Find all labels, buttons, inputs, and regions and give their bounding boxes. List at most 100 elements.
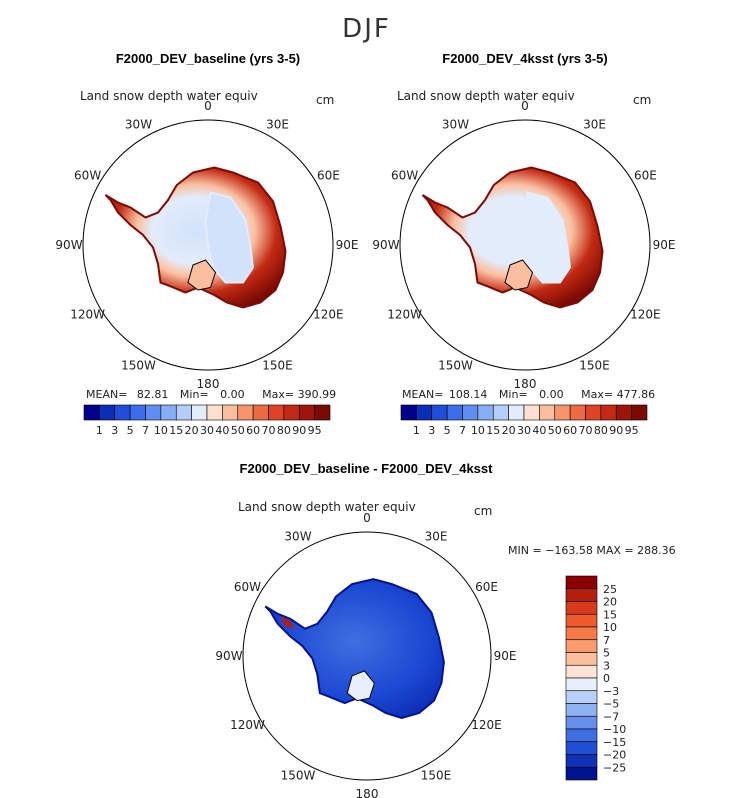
panel3-colorbar-tick: 15 xyxy=(603,608,617,621)
panel2-lon-label: 180 xyxy=(514,377,537,391)
panel3-colorbar-tick: 10 xyxy=(603,621,617,634)
season-title: DJF xyxy=(342,14,391,44)
panel1-colorbar-swatch xyxy=(191,404,208,421)
panel1-min-label: Min= xyxy=(179,388,209,401)
panel1-colorbar-swatch xyxy=(145,404,162,421)
panel3-lon-label: 90E xyxy=(494,649,517,663)
panel2-colorbar-tick: 5 xyxy=(444,424,451,437)
panel3-colorbar-tick: −10 xyxy=(603,723,626,736)
panel1-lon-label: 120E xyxy=(313,308,344,322)
panel1-colorbar-tick: 20 xyxy=(185,424,199,437)
panel2-colorbar-swatch xyxy=(416,404,433,421)
panel1-ice-shelf xyxy=(187,259,217,291)
panel1-colorbar-tick: 15 xyxy=(169,424,183,437)
panel3-lon-label: 90W xyxy=(215,649,242,663)
panel3-colorbar-tick: 7 xyxy=(603,634,610,647)
panel2-colorbar-swatch xyxy=(462,404,479,421)
panel1-interior-field xyxy=(204,191,255,284)
panel2-colorbar-tick: 60 xyxy=(563,424,577,437)
panel3-colorbar-tick: 5 xyxy=(603,647,610,660)
panel2-colorbar-swatch xyxy=(477,404,494,421)
panel2-colorbar-tick: 80 xyxy=(594,424,608,437)
panel2-colorbar-tick: 20 xyxy=(502,424,516,437)
panel3-colorbar-swatch xyxy=(565,741,598,755)
panel1-colorbar-swatch xyxy=(206,404,223,421)
panel3-units: cm xyxy=(474,504,493,518)
panel1-mean-label: MEAN= xyxy=(86,388,128,401)
panel1-colorbar-swatch xyxy=(314,404,331,421)
panel2-colorbar-swatch xyxy=(523,404,540,421)
panel2-colorbar-swatch xyxy=(431,404,448,421)
panel3-colorbar-swatch xyxy=(565,690,598,704)
panel3-lon-label: 150E xyxy=(421,769,452,783)
panel3-colorbar-swatch xyxy=(565,639,598,653)
panel1-lon-label: 60W xyxy=(74,169,101,183)
panel2-colorbar-swatch xyxy=(508,404,525,421)
panel2-colorbar-tick: 95 xyxy=(625,424,639,437)
panel1-stats: MEAN= 82.81 Min= 0.00 Max= 390.99 xyxy=(86,388,336,401)
panel3-colorbar-swatch xyxy=(565,766,598,781)
panel2-lon-label: 90W xyxy=(372,238,399,252)
panel1-max: 390.99 xyxy=(297,388,337,401)
panel1-colorbar-tick: 80 xyxy=(277,424,291,437)
panel2-colorbar-tick: 50 xyxy=(548,424,562,437)
panel2-colorbar-tick: 10 xyxy=(471,424,485,437)
panel2-lon-label: 120E xyxy=(630,308,661,322)
panel3-colorbar-swatch xyxy=(565,728,598,743)
panel2-units: cm xyxy=(633,93,652,107)
panel2-colorbar-swatch xyxy=(446,404,463,421)
panel1-colorbar-tick: 10 xyxy=(154,424,168,437)
panel3-stats: MIN = −163.58 MAX = 288.36 xyxy=(508,544,676,557)
panel3-peninsula-positive xyxy=(280,616,296,629)
panel2-min-label: Min= xyxy=(498,388,528,401)
panel1-colorbar-swatch xyxy=(252,404,269,421)
panel3-colorbar-tick: −5 xyxy=(603,698,619,711)
panel1-colorbar-tick: 5 xyxy=(127,424,134,437)
panel1-colorbar-tick: 50 xyxy=(231,424,245,437)
panel3-colorbar-tick: −7 xyxy=(603,710,619,723)
panel2-title: F2000_DEV_4ksst (yrs 3-5) xyxy=(442,51,608,66)
panel3-title: F2000_DEV_baseline - F2000_DEV_4ksst xyxy=(239,461,493,476)
panel1-colorbar-tick: 90 xyxy=(292,424,306,437)
panel3-colorbar-swatch xyxy=(565,754,598,768)
panel2-colorbar-swatch xyxy=(554,404,571,421)
panel2-colorbar-swatch xyxy=(400,404,417,421)
panel2-lon-label: 0 xyxy=(521,99,529,113)
panel3-lon-label: 150W xyxy=(281,769,316,783)
panel2-colorbar-swatch xyxy=(615,404,632,421)
panel1-colorbar-swatch xyxy=(129,404,146,421)
panel3-colorbar-swatch xyxy=(565,715,598,730)
panel1-title: F2000_DEV_baseline (yrs 3-5) xyxy=(115,51,301,66)
panel1-colorbar-tick: 60 xyxy=(246,424,260,437)
panel3-lon-label: 60E xyxy=(475,580,498,594)
panel3-colorbar-swatch xyxy=(565,652,598,666)
panel3-colorbar-tick: 3 xyxy=(603,659,610,672)
panel1-lon-label: 120W xyxy=(70,308,105,322)
panel3-colorbar-swatch xyxy=(565,664,598,679)
panel2-colorbar-tick: 90 xyxy=(609,424,623,437)
panel2-interior-field xyxy=(521,191,572,284)
panel1-lon-label: 30W xyxy=(125,118,152,132)
panel2-colorbar-tick: 15 xyxy=(486,424,500,437)
panel2-colorbar-tick: 40 xyxy=(532,424,546,437)
panel3-colorbar-swatch xyxy=(565,677,598,692)
panel3-colorbar-swatch xyxy=(565,613,598,628)
panel3-lon-label: 180 xyxy=(356,787,379,798)
panel3-lon-label: 30E xyxy=(425,529,448,543)
panel3-variable-label: Land snow depth water equiv xyxy=(238,500,416,514)
panel3-colorbar-swatch xyxy=(565,575,598,590)
panel2-colorbar-tick: 3 xyxy=(428,424,435,437)
panel1-colorbar-swatch xyxy=(268,404,285,421)
panel1-colorbar-swatch xyxy=(222,404,239,421)
panel3-colorbar-tick: −15 xyxy=(603,736,626,749)
panel1-colorbar-swatch xyxy=(160,404,177,421)
panel3-colorbar-swatch xyxy=(565,601,598,615)
panel1-colorbar-tick: 70 xyxy=(262,424,276,437)
panel1-colorbar-swatch xyxy=(114,404,131,421)
panel1-lon-label: 30E xyxy=(266,118,289,132)
panel1-colorbar-tick: 95 xyxy=(308,424,322,437)
panel3-colorbar-tick: −20 xyxy=(603,749,626,762)
panel2-colorbar-swatch xyxy=(569,404,586,421)
panel1-lon-label: 150E xyxy=(262,358,293,372)
